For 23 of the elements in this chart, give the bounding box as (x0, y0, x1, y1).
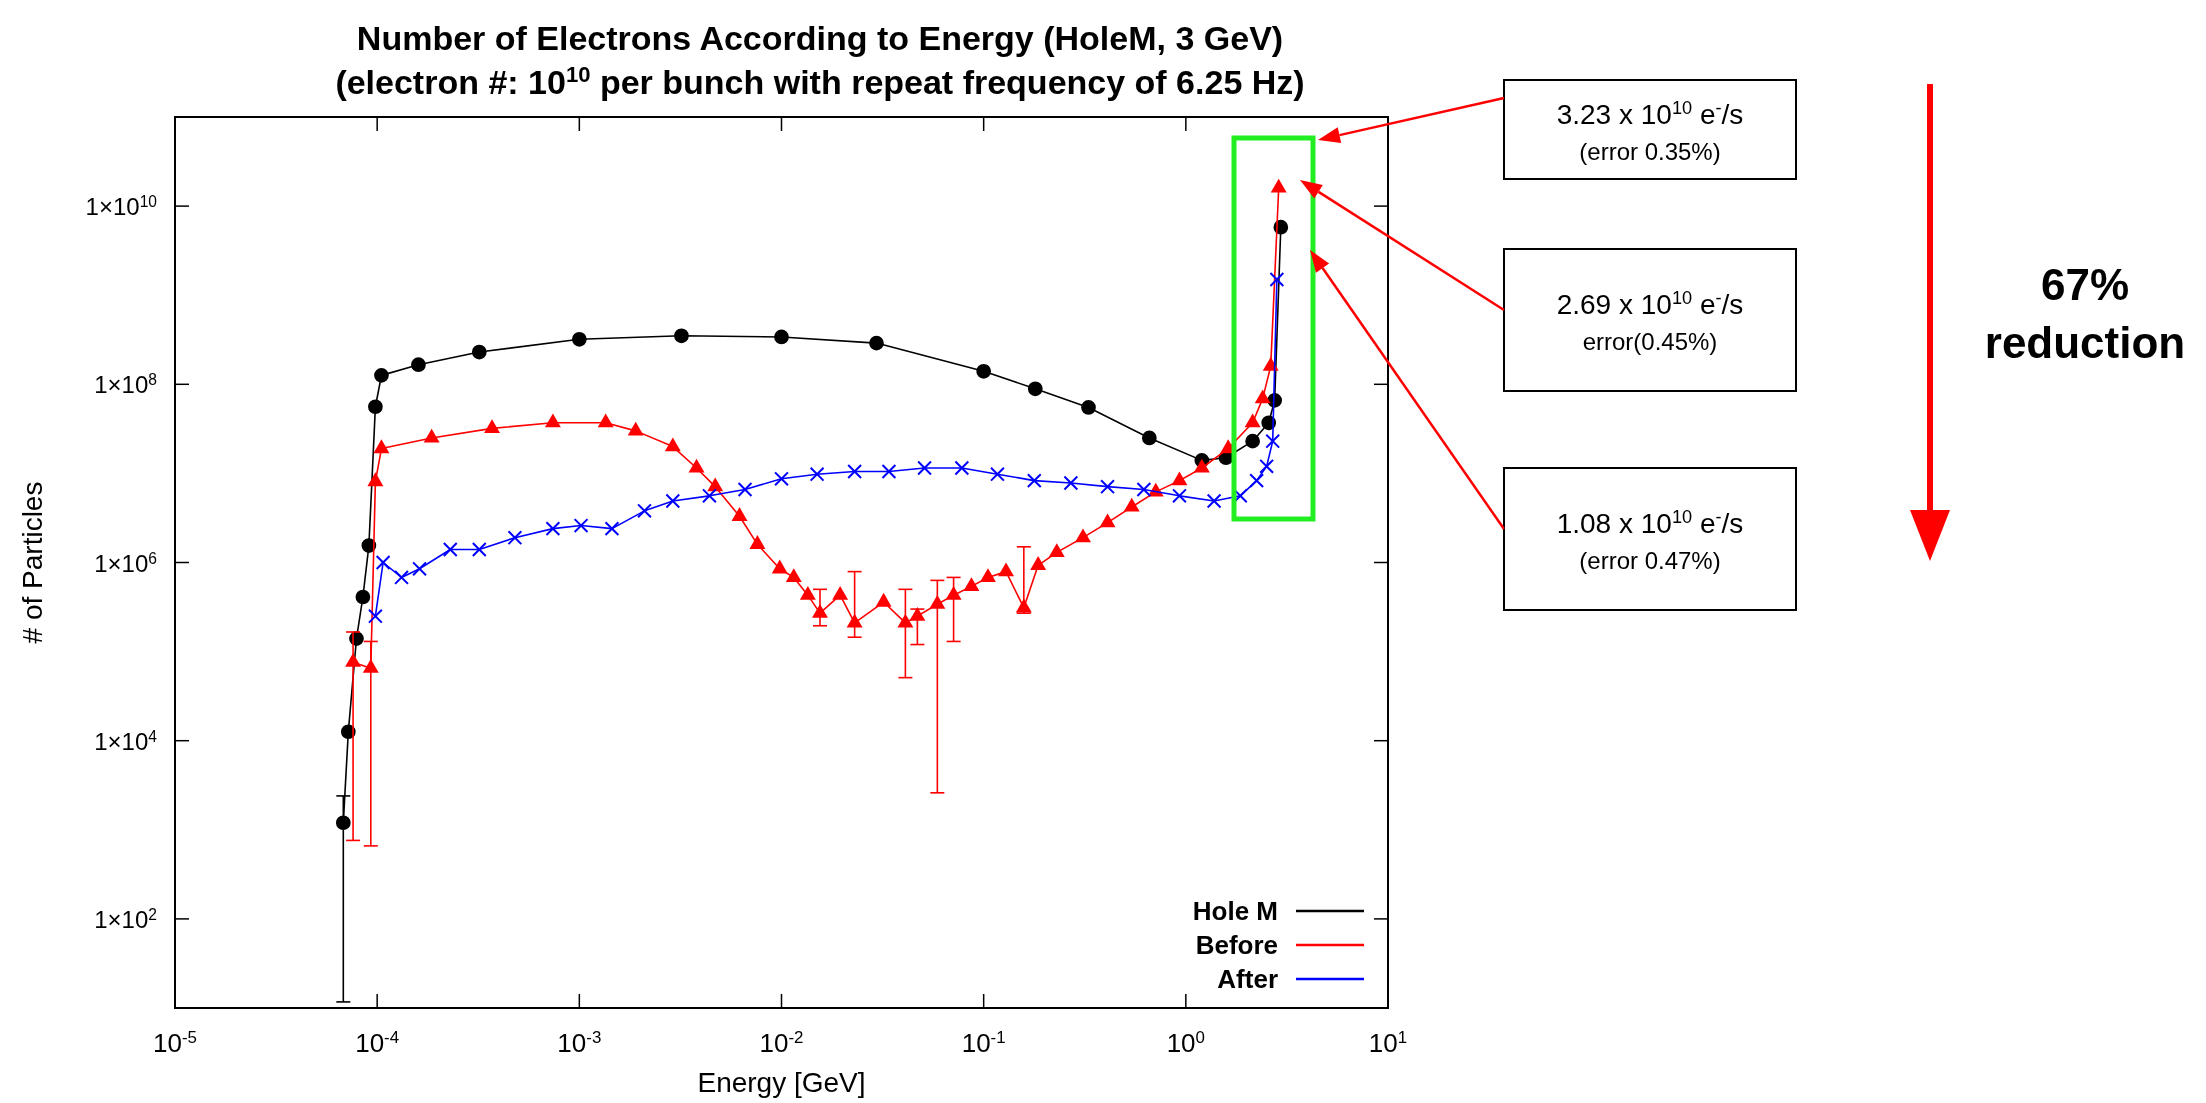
x-tick-label: 10$^{-4}$ (355, 1027, 400, 1058)
chart-subtitle: (electron #: 10$^{10}$ per bunch with repeat frequency of 6.25 Hz) (335, 61, 1305, 101)
x-tick-label: 10$^{-3}$ (557, 1027, 602, 1058)
x-tick-label: 10$^{-5}$ (153, 1027, 197, 1058)
y-tick-label: 1×10$^{8}$ (94, 370, 157, 399)
y-tick-label: 1×10$^{2}$ (94, 905, 157, 933)
y-tick-label: 1×10$^{4}$ (94, 727, 158, 755)
x-tick-label: 10$^{1}$ (1368, 1027, 1408, 1058)
x-tick-label: 10$^{0}$ (1166, 1027, 1205, 1058)
legend-label: Hole M (1192, 896, 1278, 926)
y-axis-title: # of Particles (17, 481, 48, 644)
text: 1.08 x 10$^{10}$ e$^{-}$/s (error 0.47%) (1556, 507, 1744, 574)
x-tick-label: 10$^{-1}$ (961, 1027, 1006, 1058)
legend-label: Before (1195, 930, 1278, 960)
chart-title: Number of Electrons According to Energy (HoleM, 3 GeV) (356, 19, 1284, 57)
legend-label: After (1217, 964, 1278, 994)
y-tick-label: 1×10$^{10}$ (85, 192, 158, 221)
text: 3.23 x 10$^{10}$ e$^{-}$/s (error 0.35%) (1556, 97, 1744, 165)
x-axis-title: Energy [GeV] (697, 1067, 866, 1098)
x-tick-label: 10$^{-2}$ (759, 1027, 804, 1058)
text: 2.69 x 10$^{10}$ e$^{-}$/s error(0.45%) (1556, 288, 1744, 355)
y-tick-label: 1×10$^{6}$ (94, 549, 157, 577)
text: 67% reduction (1984, 260, 2186, 367)
